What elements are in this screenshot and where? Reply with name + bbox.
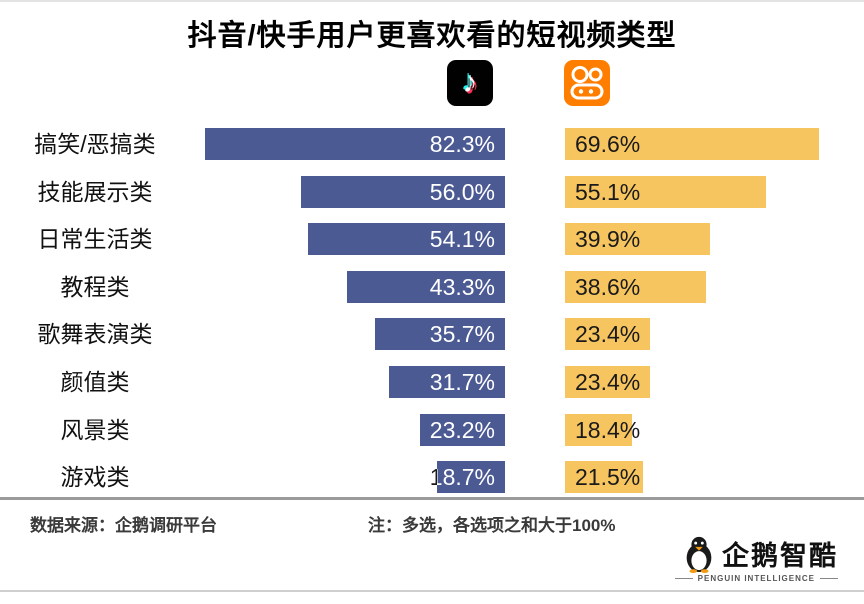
kuaishou-value-label: 39.9% <box>575 226 641 253</box>
kuaishou-value-label: 69.6% <box>575 131 641 157</box>
video-camera-icon <box>570 66 604 100</box>
category-label: 搞笑/恶搞类 <box>34 131 156 157</box>
kuaishou-logo-icon <box>564 60 610 106</box>
douyin-bar: 56.0% <box>300 175 505 208</box>
kuaishou-bar <box>565 366 651 398</box>
douyin-bar: 43.3% <box>347 270 505 303</box>
brand-name: 企鹅智酷 <box>722 541 838 571</box>
kuaishou-bar <box>565 175 766 208</box>
penguin-icon <box>686 536 712 573</box>
douyin-bar: 82.3% <box>205 128 505 160</box>
douyin-value-label: 35.7% <box>429 321 495 348</box>
douyin-value-label: 54.1% <box>429 226 495 253</box>
footer-divider-line <box>0 497 864 500</box>
kuaishou-bar <box>565 413 633 446</box>
category-label: 歌舞表演类 <box>37 321 153 348</box>
kuaishou-value-label: 55.1% <box>575 178 641 205</box>
douyin-value-label: 31.7% <box>429 369 495 395</box>
kuaishou-bar <box>565 461 644 494</box>
category-label: 游戏类 <box>60 464 130 491</box>
douyin-bar: 23.2% <box>420 413 505 446</box>
category-label: 技能展示类 <box>37 178 153 205</box>
douyin-value-label: 56.0% <box>429 178 495 205</box>
kuaishou-bar <box>565 223 711 256</box>
douyin-bar: 35.7% <box>374 318 505 351</box>
kuaishou-value-label: 38.6% <box>575 273 641 300</box>
kuaishou-bar <box>565 128 819 160</box>
kuaishou-value-label: 23.4% <box>575 321 641 348</box>
douyin-bar: 54.1% <box>307 223 505 256</box>
kuaishou-value-label: 23.4% <box>575 369 641 395</box>
category-label: 风景类 <box>60 416 130 443</box>
music-note-icon: ♪ <box>462 66 478 99</box>
douyin-value-label: 18.7% <box>437 464 495 491</box>
douyin-bar: 31.7% <box>389 366 505 398</box>
kuaishou-value-label: 18.4% <box>575 416 641 443</box>
brand-subtitle: PENGUIN INTELLIGENCE <box>697 574 815 583</box>
top-border-line <box>0 0 864 2</box>
douyin-value-label: 23.2% <box>429 416 495 443</box>
data-source-label: 数据来源：企鹅调研平台 <box>30 516 217 535</box>
page-title: 抖音/快手用户更喜欢看的短视频类型 <box>187 20 677 52</box>
douyin-bar: 18.7% <box>436 461 505 494</box>
category-label: 教程类 <box>60 273 130 300</box>
brand-divider-right <box>820 578 838 579</box>
penguin-intelligence-logo: 企鹅智酷 PENGUIN INTELLIGENCE <box>674 534 838 583</box>
bottom-border-line <box>0 590 864 592</box>
category-label: 颜值类 <box>60 369 130 395</box>
category-label: 日常生活类 <box>37 226 153 253</box>
bar-row: 游戏类18.7%18.7%21.5% <box>0 453 864 501</box>
kuaishou-bar <box>565 318 651 351</box>
kuaishou-bar <box>565 270 706 303</box>
douyin-value-label: 43.3% <box>429 273 495 300</box>
brand-divider-left <box>674 578 693 579</box>
douyin-logo-icon: ♪ <box>447 60 493 106</box>
chart-note-label: 注：多选，各选项之和大于100% <box>368 516 616 535</box>
kuaishou-value-label: 21.5% <box>575 464 641 491</box>
douyin-value-label: 82.3% <box>429 131 495 157</box>
